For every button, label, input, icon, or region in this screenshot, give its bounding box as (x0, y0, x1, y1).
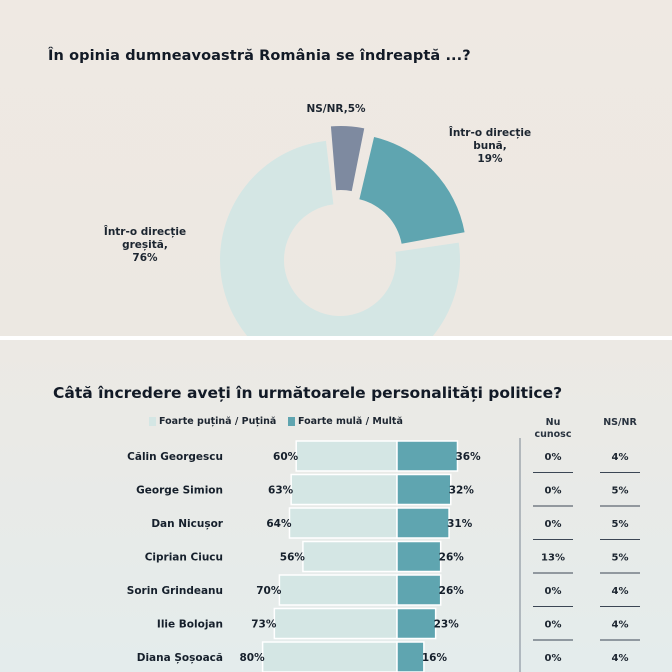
bar-row: Ciprian Ciucu 56% 26% 13% 5% (145, 540, 640, 574)
data-label-low: 80% (239, 652, 265, 664)
trust-bar-chart: Călin Georgescu 60% 36% 0% 4% George Simion 63… (127, 438, 640, 672)
donut-slice-bad (220, 140, 460, 336)
category-label: Sorin Grindeanu (127, 585, 223, 597)
cell-nu-cunosc: 0% (545, 620, 562, 631)
data-label-high: 23% (434, 619, 460, 631)
cell-nu-cunosc: 13% (541, 553, 565, 564)
category-label: Călin Georgescu (127, 451, 223, 463)
bar-high (396, 607, 437, 640)
slice-label-good-line1: Într-o direcție (448, 127, 532, 139)
donut-slice-good (359, 137, 465, 244)
bar-high (396, 540, 442, 573)
bar-low (261, 641, 398, 672)
chart-title: Câtă încredere aveți în următoarele pers… (53, 384, 563, 402)
donut-chart (220, 126, 465, 336)
legend-label-high: Foarte mulă / Multă (298, 416, 403, 427)
cell-nsnr: 4% (612, 653, 629, 664)
bar-low (302, 540, 398, 573)
cell-nsnr: 5% (612, 519, 629, 530)
data-label-high: 26% (439, 585, 465, 597)
legend-swatch-low (149, 417, 156, 426)
donut-slice-nsnr (330, 126, 365, 192)
cell-nu-cunosc: 0% (545, 586, 562, 597)
bar-low (288, 507, 398, 539)
data-label-low: 64% (266, 518, 292, 530)
bar-row: Călin Georgescu 60% 36% 0% 4% (127, 440, 640, 473)
trust-chart-panel: Câtă încredere aveți în următoarele pers… (0, 340, 672, 672)
bar-row: Sorin Grindeanu 70% 26% 0% 4% (127, 574, 640, 607)
bar-low (273, 607, 398, 640)
legend-label-low: Foarte puțină / Puțină (159, 416, 277, 427)
bar-high (396, 574, 442, 606)
legend-item-low: Foarte puțină / Puțină (149, 416, 276, 427)
category-label: Diana Șoșoacă (137, 652, 223, 664)
cell-nu-cunosc: 0% (545, 452, 562, 463)
data-label-high: 31% (447, 518, 473, 530)
bar-high (396, 473, 452, 506)
data-label-low: 73% (251, 619, 277, 631)
bar-low (278, 574, 398, 606)
cell-nsnr: 5% (612, 486, 629, 497)
data-label-high: 26% (439, 552, 465, 564)
cell-nsnr: 4% (612, 452, 629, 463)
slice-label-bad-line2: greșită, (122, 239, 168, 251)
cell-nu-cunosc: 0% (545, 519, 562, 530)
bar-row: Dan Nicușor 64% 31% 0% 5% (151, 507, 640, 540)
slice-label-good-line3: 19% (477, 153, 503, 165)
category-label: George Simion (136, 485, 223, 497)
cell-nu-cunosc: 0% (545, 653, 562, 664)
bar-high (396, 641, 425, 672)
legend-swatch-high (288, 417, 295, 426)
slice-label-bad-line1: Într-o direcție (103, 226, 187, 238)
cell-nu-cunosc: 0% (545, 486, 562, 497)
data-label-low: 60% (273, 451, 299, 463)
bar-high (396, 440, 459, 472)
column-header-nu-cunosc: Nu cunosc (534, 417, 572, 440)
bar-low (290, 473, 398, 506)
slice-label-bad-line3: 76% (132, 252, 158, 264)
legend-item-high: Foarte mulă / Multă (288, 416, 403, 427)
slice-label-nsnr: NS/NR,5% (296, 103, 376, 116)
data-label-low: 63% (268, 485, 294, 497)
bar-high (396, 507, 450, 539)
cell-nsnr: 4% (612, 586, 629, 597)
data-label-high: 36% (455, 451, 481, 463)
category-label: Ciprian Ciucu (145, 552, 223, 564)
bar-low (295, 440, 398, 472)
slice-label-good-line2: bună, (473, 140, 507, 152)
data-label-low: 56% (280, 552, 306, 564)
column-header-nsnr: NS/NR (603, 417, 637, 428)
slice-label-good: Într-o direcție bună, 19% (440, 127, 540, 166)
category-label: Ilie Bolojan (157, 619, 223, 631)
category-label: Dan Nicușor (151, 518, 223, 530)
data-label-high: 16% (422, 652, 448, 664)
cell-nsnr: 5% (612, 553, 629, 564)
bar-row: Ilie Bolojan 73% 23% 0% 4% (157, 607, 640, 641)
bar-row: Diana Șoșoacă 80% 16% 0% 4% (137, 641, 629, 672)
cell-nsnr: 4% (612, 620, 629, 631)
bar-row: George Simion 63% 32% 0% 5% (136, 473, 640, 507)
data-label-high: 32% (449, 485, 475, 497)
donut-chart-panel: În opinia dumneavoastră România se îndre… (0, 0, 672, 336)
slice-label-nsnr-text: NS/NR,5% (306, 103, 366, 115)
chart-title: În opinia dumneavoastră România se îndre… (48, 48, 471, 64)
data-label-low: 70% (256, 585, 282, 597)
slice-label-bad: Într-o direcție greșită, 76% (90, 226, 200, 265)
